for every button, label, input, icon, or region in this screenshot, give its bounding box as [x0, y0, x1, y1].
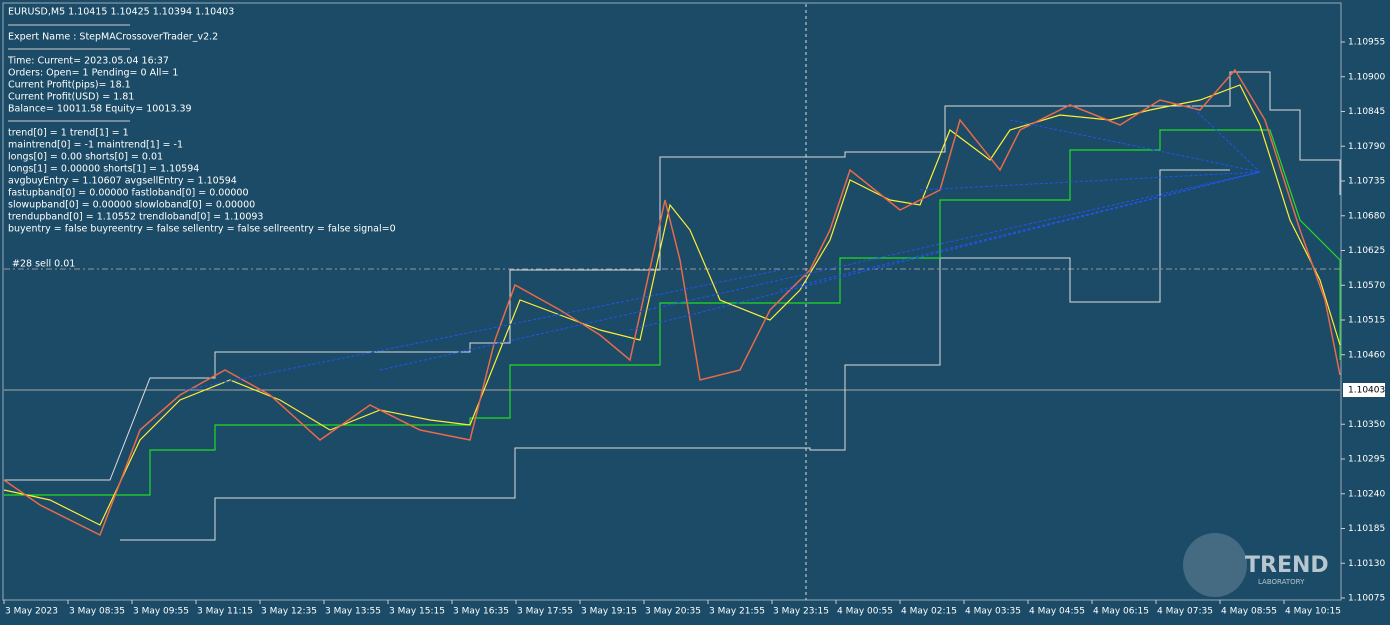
- indicator-line: maintrend[0] = -1 maintrend[1] = -1: [8, 140, 183, 151]
- time-label: 3 May 20:35: [645, 607, 701, 617]
- indicator-line: longs[0] = 0.00 shorts[0] = 0.01: [8, 152, 163, 163]
- indicator-line: avgbuyEntry = 1.10607 avgsellEntry = 1.1…: [8, 176, 237, 187]
- indicator-line: slowupband[0] = 0.00000 slowloband[0] = …: [8, 200, 255, 211]
- status-line: Balance= 10011.58 Equity= 10013.39: [8, 104, 192, 115]
- logo-sub: LABORATORY: [1258, 578, 1305, 586]
- price-label: 1.10680: [1348, 211, 1385, 221]
- price-label: 1.10515: [1348, 316, 1385, 326]
- indicator-line: fastupband[0] = 0.00000 fastloband[0] = …: [8, 188, 249, 199]
- trade-links: [184, 104, 1261, 391]
- time-label: 3 May 17:55: [517, 607, 573, 617]
- price-label: 1.10460: [1348, 350, 1385, 360]
- price-label: 1.10955: [1348, 38, 1385, 48]
- current-price-box: [1343, 383, 1385, 397]
- indicator-line: trendupband[0] = 1.10552 trendloband[0] …: [8, 212, 263, 223]
- current-price: 1.10403: [1348, 386, 1385, 396]
- time-label: 4 May 08:55: [1221, 607, 1277, 617]
- envelope-upper: [4, 71, 1341, 481]
- expert-name: Expert Name : StepMACrossoverTrader_v2.2: [8, 32, 218, 43]
- price-label: 1.10350: [1348, 420, 1385, 430]
- time-label: 4 May 04:55: [1029, 607, 1085, 617]
- status-line: Time: Current= 2023.05.04 16:37: [7, 56, 169, 67]
- price-label: 1.10845: [1348, 107, 1385, 117]
- price-label: 1.10900: [1348, 72, 1385, 82]
- time-label: 4 May 03:35: [965, 607, 1021, 617]
- order-label: #28 sell 0.01: [12, 259, 75, 270]
- time-label: 3 May 2023: [5, 607, 58, 617]
- status-line: Current Profit(pips)= 18.1: [8, 80, 131, 91]
- indicator-line: trend[0] = 1 trend[1] = 1: [8, 128, 129, 139]
- price-label: 1.10130: [1348, 559, 1385, 569]
- price-label: 1.10735: [1348, 177, 1385, 187]
- time-label: 3 May 23:15: [773, 607, 829, 617]
- logo: TREND LABORATORY: [1183, 533, 1329, 597]
- time-label: 3 May 09:55: [133, 607, 189, 617]
- price-label: 1.10570: [1348, 281, 1385, 291]
- time-label: 3 May 21:55: [709, 607, 765, 617]
- time-label: 3 May 12:35: [261, 607, 317, 617]
- time-label: 3 May 08:35: [69, 607, 125, 617]
- time-label: 3 May 15:15: [389, 607, 445, 617]
- time-label: 3 May 13:55: [325, 607, 381, 617]
- indicator-line: buyentry = false buyreentry = false sell…: [8, 224, 396, 235]
- logo-name: TREND: [1245, 553, 1329, 578]
- time-label: 3 May 19:15: [581, 607, 637, 617]
- price-label: 1.10185: [1348, 524, 1385, 534]
- time-label: 4 May 02:15: [901, 607, 957, 617]
- indicator-line: longs[1] = 0.00000 shorts[1] = 1.10594: [8, 164, 199, 175]
- price-label: 1.10790: [1348, 142, 1385, 152]
- symbol-line: EURUSD,M5 1.10415 1.10425 1.10394 1.1040…: [8, 7, 234, 18]
- envelope-lower: [120, 169, 1230, 541]
- price-ma: [3, 84, 1341, 526]
- trend-line: [4, 129, 1341, 496]
- price-label: 1.10075: [1348, 594, 1385, 604]
- price-label: 1.10295: [1348, 455, 1385, 465]
- status-line: Orders: Open= 1 Pending= 0 All= 1: [8, 68, 178, 79]
- time-label: 4 May 00:55: [837, 607, 893, 617]
- time-label: 3 May 11:15: [197, 607, 253, 617]
- price-label: 1.10240: [1348, 489, 1385, 499]
- status-line: Current Profit(USD) = 1.81: [8, 92, 134, 103]
- time-label: 4 May 10:15: [1285, 607, 1341, 617]
- time-label: 4 May 06:15: [1093, 607, 1149, 617]
- price-label: 1.10625: [1348, 246, 1385, 256]
- time-label: 3 May 16:35: [453, 607, 509, 617]
- price-candles: [3, 68, 1341, 537]
- time-label: 4 May 07:35: [1157, 607, 1213, 617]
- plot-frame: [2, 2, 1342, 601]
